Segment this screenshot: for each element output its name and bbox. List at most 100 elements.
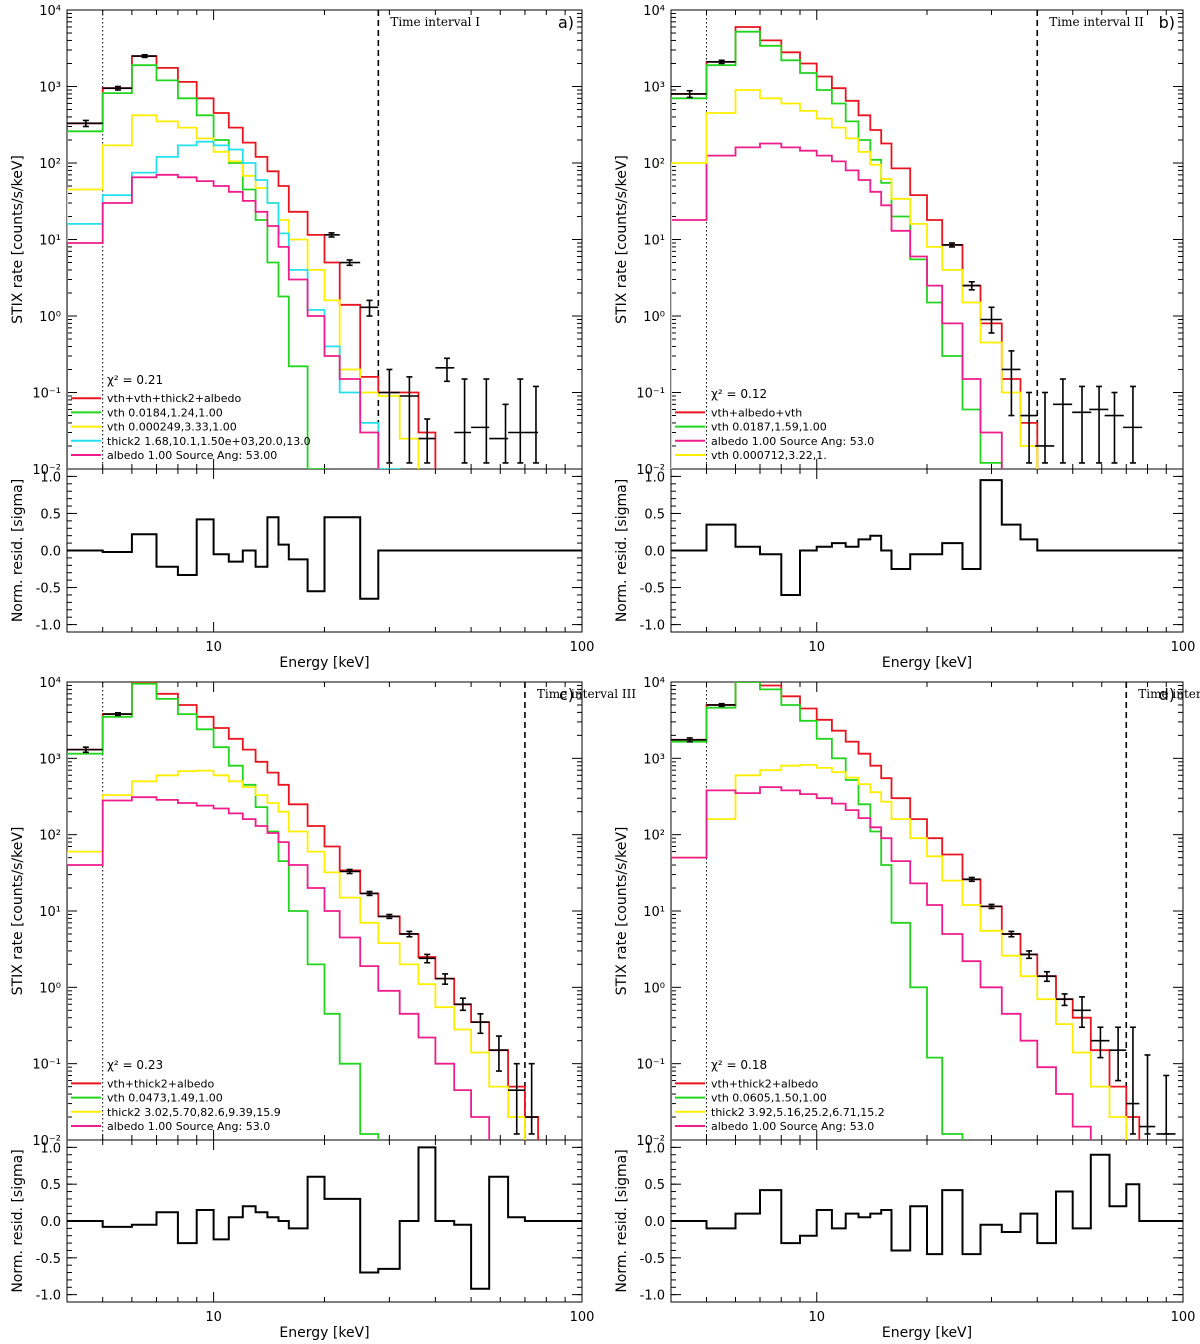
resid-tick-label: -0.5 <box>36 1252 61 1267</box>
resid-tick-label: -1.0 <box>640 619 665 634</box>
legend-entry: vth+thick2+albedo <box>107 1077 215 1090</box>
panel-label: c) <box>559 685 574 704</box>
y-tick-label: 10⁻² <box>32 463 61 478</box>
y-tick-label: 10¹ <box>39 905 61 920</box>
resid-tick-label: -1.0 <box>36 1289 61 1304</box>
resid-tick-label: 0.5 <box>644 507 665 522</box>
y-tick-label: 10³ <box>643 81 665 96</box>
spectrum-y-axis-label: STIX rate [counts/s/keV] <box>10 155 26 324</box>
x-axis-label: Energy [keV] <box>882 1325 972 1341</box>
y-tick-label: 10⁻² <box>636 1134 665 1149</box>
y-tick-label: 10⁻¹ <box>32 387 61 402</box>
residual-y-axis-label: Norm. resid. [sigma] <box>614 1149 630 1292</box>
model-series-line <box>671 30 1003 469</box>
x-tick-label: 10 <box>205 640 222 655</box>
y-tick-label: 10² <box>39 829 61 844</box>
resid-tick-label: -0.5 <box>640 582 665 597</box>
legend-entry: thick2 3.02,5.70,82.6,9.39,15.9 <box>107 1106 281 1119</box>
model-series-line <box>67 140 401 469</box>
model-series-line <box>67 796 491 1140</box>
legend-entry: albedo 1.00 Source Ang: 53.0 <box>711 435 874 448</box>
resid-tick-label: -0.5 <box>640 1252 665 1267</box>
resid-tick-label: 0.0 <box>644 545 665 560</box>
y-tick-label: 10⁻¹ <box>32 1058 61 1073</box>
y-tick-label: 10⁴ <box>39 4 61 19</box>
spectrum-y-axis-label: STIX rate [counts/s/keV] <box>614 827 630 996</box>
y-tick-label: 10⁰ <box>643 310 665 325</box>
legend-entry: vth 0.0473,1.49,1.00 <box>107 1092 223 1105</box>
panel-b: 10⁻² 10⁻¹ 10⁰ 10¹ 10² 10³ 10⁴ 10 100 1.0 0.5 0.0 -0.… <box>614 4 1195 671</box>
resid-tick-label: 0.0 <box>40 1215 61 1230</box>
residual-y-axis-label: Norm. resid. [sigma] <box>10 1149 26 1292</box>
legend-entry: albedo 1.00 Source Ang: 53.00 <box>107 449 277 462</box>
y-tick-label: 10² <box>39 157 61 172</box>
resid-tick-label: 0.0 <box>40 545 61 560</box>
residual-line <box>67 1146 582 1290</box>
y-tick-label: 10¹ <box>643 905 665 920</box>
panel-label: b) <box>1159 13 1175 32</box>
x-tick-label: 10 <box>808 640 825 655</box>
panel-a: 10⁻² 10⁻¹ 10⁰ 10¹ 10² 10³ 10⁴ 10 100 1.0 0.5 0.0 -0.… <box>10 4 594 671</box>
x-tick-label: 100 <box>570 640 595 655</box>
model-series-line <box>671 786 1092 1140</box>
y-tick-label: 10¹ <box>39 234 61 249</box>
chi-square-label: χ² = 0.18 <box>711 1058 767 1072</box>
model-series-line <box>67 682 380 1140</box>
time-interval-title: Time interval IV <box>1138 687 1200 701</box>
model-series-line <box>67 173 380 469</box>
y-tick-label: 10⁴ <box>643 4 665 19</box>
model-series-line <box>671 89 1039 469</box>
chi-square-label: χ² = 0.23 <box>107 1058 163 1072</box>
y-tick-label: 10³ <box>39 81 61 96</box>
y-tick-label: 10² <box>643 157 665 172</box>
spectrum-y-axis-label: STIX rate [counts/s/keV] <box>614 155 630 324</box>
y-tick-label: 10² <box>643 829 665 844</box>
legend-entry: albedo 1.00 Source Ang: 53.0 <box>711 1120 874 1133</box>
resid-tick-label: 1.0 <box>40 470 61 485</box>
x-tick-label: 10 <box>808 1310 825 1325</box>
y-tick-label: 10⁻² <box>636 463 665 478</box>
y-tick-label: 10⁰ <box>39 981 61 996</box>
resid-tick-label: 0.0 <box>644 1215 665 1230</box>
legend-entry: vth 0.0187,1.59,1.00 <box>711 421 827 434</box>
y-tick-label: 10¹ <box>643 234 665 249</box>
resid-tick-label: 0.5 <box>40 1178 61 1193</box>
legend-entry: vth+vth+thick2+albedo <box>107 392 242 405</box>
resid-tick-label: -0.5 <box>36 582 61 597</box>
y-tick-label: 10⁴ <box>643 676 665 691</box>
legend-entry: vth 0.000712,3.22,1. <box>711 449 827 462</box>
y-tick-label: 10⁰ <box>39 310 61 325</box>
chi-square-label: χ² = 0.12 <box>711 387 767 401</box>
residual-y-axis-label: Norm. resid. [sigma] <box>614 479 630 622</box>
x-tick-label: 10 <box>205 1310 222 1325</box>
resid-tick-label: -1.0 <box>640 1289 665 1304</box>
chi-square-label: χ² = 0.21 <box>107 373 163 387</box>
resid-tick-label: 1.0 <box>644 470 665 485</box>
legend-entry: albedo 1.00 Source Ang: 53.0 <box>107 1120 270 1133</box>
legend-entry: vth 0.0184,1.24,1.00 <box>107 406 223 419</box>
resid-tick-label: 0.5 <box>644 1178 665 1193</box>
legend-entry: thick2 1.68,10.1,1.50e+03,20.0,13.0 <box>107 435 311 448</box>
model-series-line <box>67 769 526 1140</box>
panel-c: 10⁻² 10⁻¹ 10⁰ 10¹ 10² 10³ 10⁴ 10 100 1.0 0.5 0.0 -0.… <box>10 676 636 1341</box>
legend-entry: vth 0.000249,3.33,1.00 <box>107 421 237 434</box>
x-tick-label: 100 <box>570 1310 595 1325</box>
x-axis-label: Energy [keV] <box>882 655 972 671</box>
legend-entry: vth+thick2+albedo <box>711 1077 819 1090</box>
x-axis-label: Energy [keV] <box>279 1325 369 1341</box>
resid-tick-label: 0.5 <box>40 507 61 522</box>
model-series-line <box>671 682 964 1140</box>
model-series-line <box>671 142 1003 469</box>
legend-entry: thick2 3.92,5.16,25.2,6.71,15.2 <box>711 1106 885 1119</box>
time-interval-title: Time interval I <box>390 15 480 29</box>
model-series-line <box>671 764 1128 1140</box>
x-tick-label: 100 <box>1171 640 1196 655</box>
y-tick-label: 10³ <box>643 752 665 767</box>
x-axis-label: Energy [keV] <box>279 655 369 671</box>
resid-tick-label: -1.0 <box>36 619 61 634</box>
x-tick-label: 100 <box>1171 1310 1196 1325</box>
residual-line <box>671 479 1183 596</box>
residual-line <box>671 1153 1183 1256</box>
residual-line <box>67 516 582 600</box>
